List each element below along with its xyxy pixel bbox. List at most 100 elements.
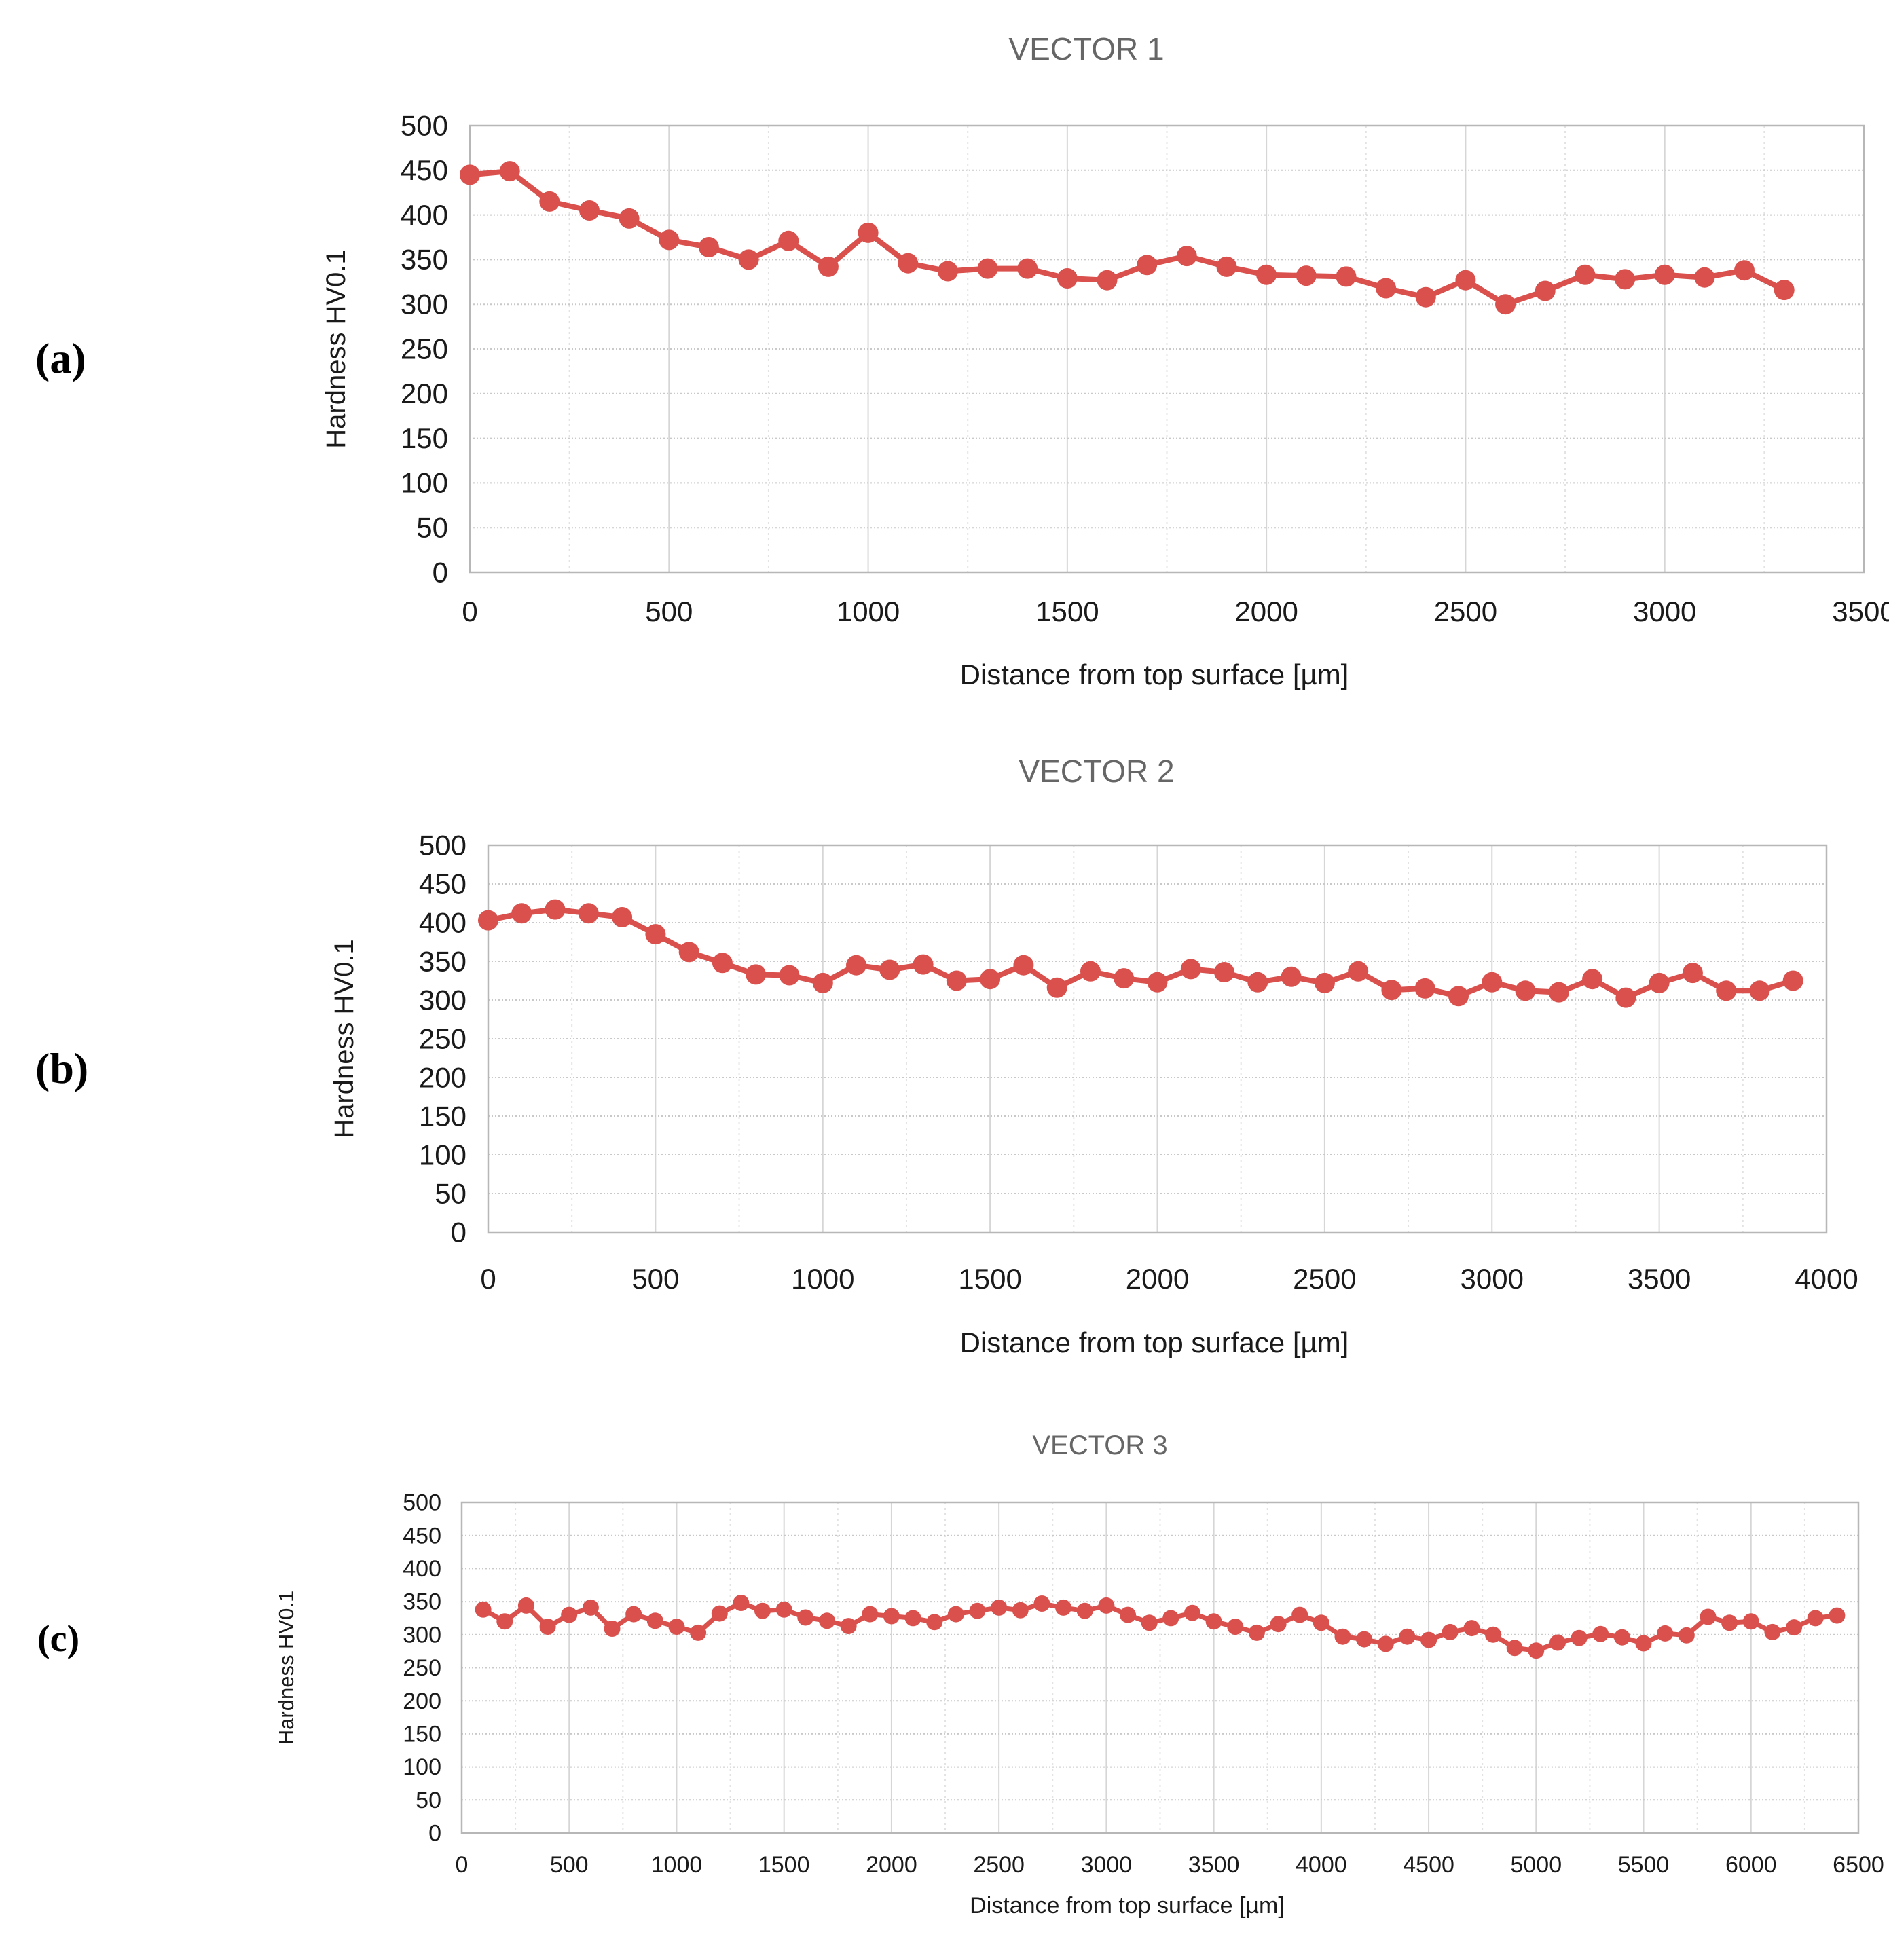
gridlines — [470, 126, 1864, 572]
data-point — [1716, 980, 1737, 1001]
data-point — [1657, 1625, 1674, 1642]
x-tick-label: 1000 — [791, 1263, 854, 1295]
x-tick-label: 5500 — [1618, 1852, 1670, 1878]
y-tick-label: 200 — [403, 1688, 441, 1714]
data-point — [738, 249, 759, 270]
data-point — [1377, 1635, 1394, 1652]
data-point — [775, 1601, 792, 1618]
data-point — [1678, 1627, 1695, 1644]
data-point — [1615, 269, 1636, 290]
data-point — [612, 907, 633, 927]
x-tick-label: 0 — [480, 1263, 496, 1295]
data-point — [977, 258, 998, 279]
data-point — [812, 972, 833, 993]
x-tick-label: 500 — [645, 595, 693, 627]
data-point — [1734, 260, 1755, 281]
data-point — [1114, 968, 1135, 989]
data-point — [1515, 980, 1536, 1001]
data-point — [1176, 246, 1197, 267]
series-markers — [460, 161, 1795, 315]
data-point — [539, 1619, 556, 1635]
data-point — [840, 1618, 857, 1635]
panel-label-b: (b) — [35, 1044, 89, 1092]
y-tick-label: 150 — [401, 422, 448, 454]
x-tick-label: 4500 — [1403, 1852, 1454, 1878]
data-point — [475, 1601, 492, 1618]
x-tick-label: 4000 — [1296, 1852, 1347, 1878]
data-point — [1214, 962, 1234, 982]
y-tick-label: 200 — [401, 377, 448, 409]
y-tick-label: 250 — [403, 1655, 441, 1681]
series-markers — [475, 1595, 1846, 1659]
data-point — [478, 910, 498, 931]
data-point — [579, 200, 600, 221]
data-point — [1774, 280, 1795, 301]
data-point — [1270, 1616, 1287, 1633]
chart-title: VECTOR 2 — [1019, 754, 1174, 789]
data-point — [1013, 955, 1034, 976]
data-point — [1348, 961, 1369, 982]
x-tick-label: 1000 — [837, 595, 900, 627]
data-point — [604, 1621, 621, 1637]
data-point — [712, 953, 733, 974]
data-point — [1549, 1634, 1566, 1651]
y-axis-title: Hardness HV0.1 — [329, 939, 359, 1138]
data-point — [879, 959, 900, 980]
data-point — [1414, 978, 1435, 999]
data-point — [937, 261, 958, 282]
series-line — [481, 1600, 1837, 1653]
y-tick-label: 450 — [403, 1523, 441, 1549]
data-point — [1592, 1625, 1609, 1642]
data-point — [1356, 1631, 1373, 1648]
data-point — [778, 230, 799, 251]
data-point — [1582, 969, 1603, 990]
data-point — [1415, 286, 1436, 308]
data-point — [1807, 1610, 1824, 1627]
data-point — [1455, 270, 1476, 291]
data-point — [1313, 1614, 1329, 1631]
x-tick-label: 6500 — [1833, 1852, 1884, 1878]
data-point — [619, 208, 640, 229]
x-tick-label: 3500 — [1832, 595, 1889, 627]
panel-label-c: (c) — [37, 1618, 80, 1660]
data-point — [1147, 972, 1168, 993]
y-tick-label: 400 — [419, 906, 466, 938]
y-tick-label: 500 — [401, 109, 448, 141]
data-point — [1055, 1599, 1072, 1616]
x-tick-label: 6000 — [1725, 1852, 1777, 1878]
data-point — [733, 1595, 750, 1611]
data-point — [1281, 966, 1302, 987]
plot-border — [487, 844, 1828, 1234]
data-point — [819, 1612, 835, 1629]
data-point — [582, 1599, 599, 1616]
data-point — [646, 1612, 663, 1629]
x-tick-label: 2000 — [1126, 1263, 1189, 1295]
data-point — [1782, 970, 1803, 991]
data-point — [1420, 1631, 1437, 1648]
data-point — [1442, 1623, 1459, 1640]
y-tick-label: 50 — [416, 511, 448, 543]
y-tick-label: 500 — [419, 829, 466, 861]
data-point — [846, 955, 866, 976]
data-point — [1694, 267, 1715, 288]
data-point — [1256, 264, 1277, 285]
y-tick-label: 350 — [401, 244, 448, 276]
data-point — [517, 1597, 534, 1614]
data-point — [1485, 1626, 1501, 1643]
chart-2-vector-2: VECTOR 2 0 50 100 150 200 250 300 350 400 450 500 0 5… — [329, 754, 1858, 1358]
data-point — [1654, 264, 1675, 285]
y-tick-label: 150 — [403, 1721, 441, 1747]
data-point — [991, 1599, 1008, 1616]
y-tick-label: 500 — [403, 1490, 441, 1516]
data-point — [898, 253, 919, 274]
x-tick-label: 3000 — [1081, 1852, 1133, 1878]
series-line — [469, 168, 1786, 308]
data-point — [1575, 264, 1596, 285]
data-point — [862, 1606, 879, 1623]
y-axis-ticks: 0 50 100 150 200 250 300 350 400 450 500 — [419, 829, 466, 1248]
data-point — [1764, 1623, 1781, 1640]
data-point — [1506, 1640, 1523, 1657]
y-axis-ticks: 0 50 100 150 200 250 300 350 400 450 500 — [401, 109, 448, 588]
data-point — [1548, 982, 1569, 1003]
data-point — [1184, 1604, 1200, 1621]
